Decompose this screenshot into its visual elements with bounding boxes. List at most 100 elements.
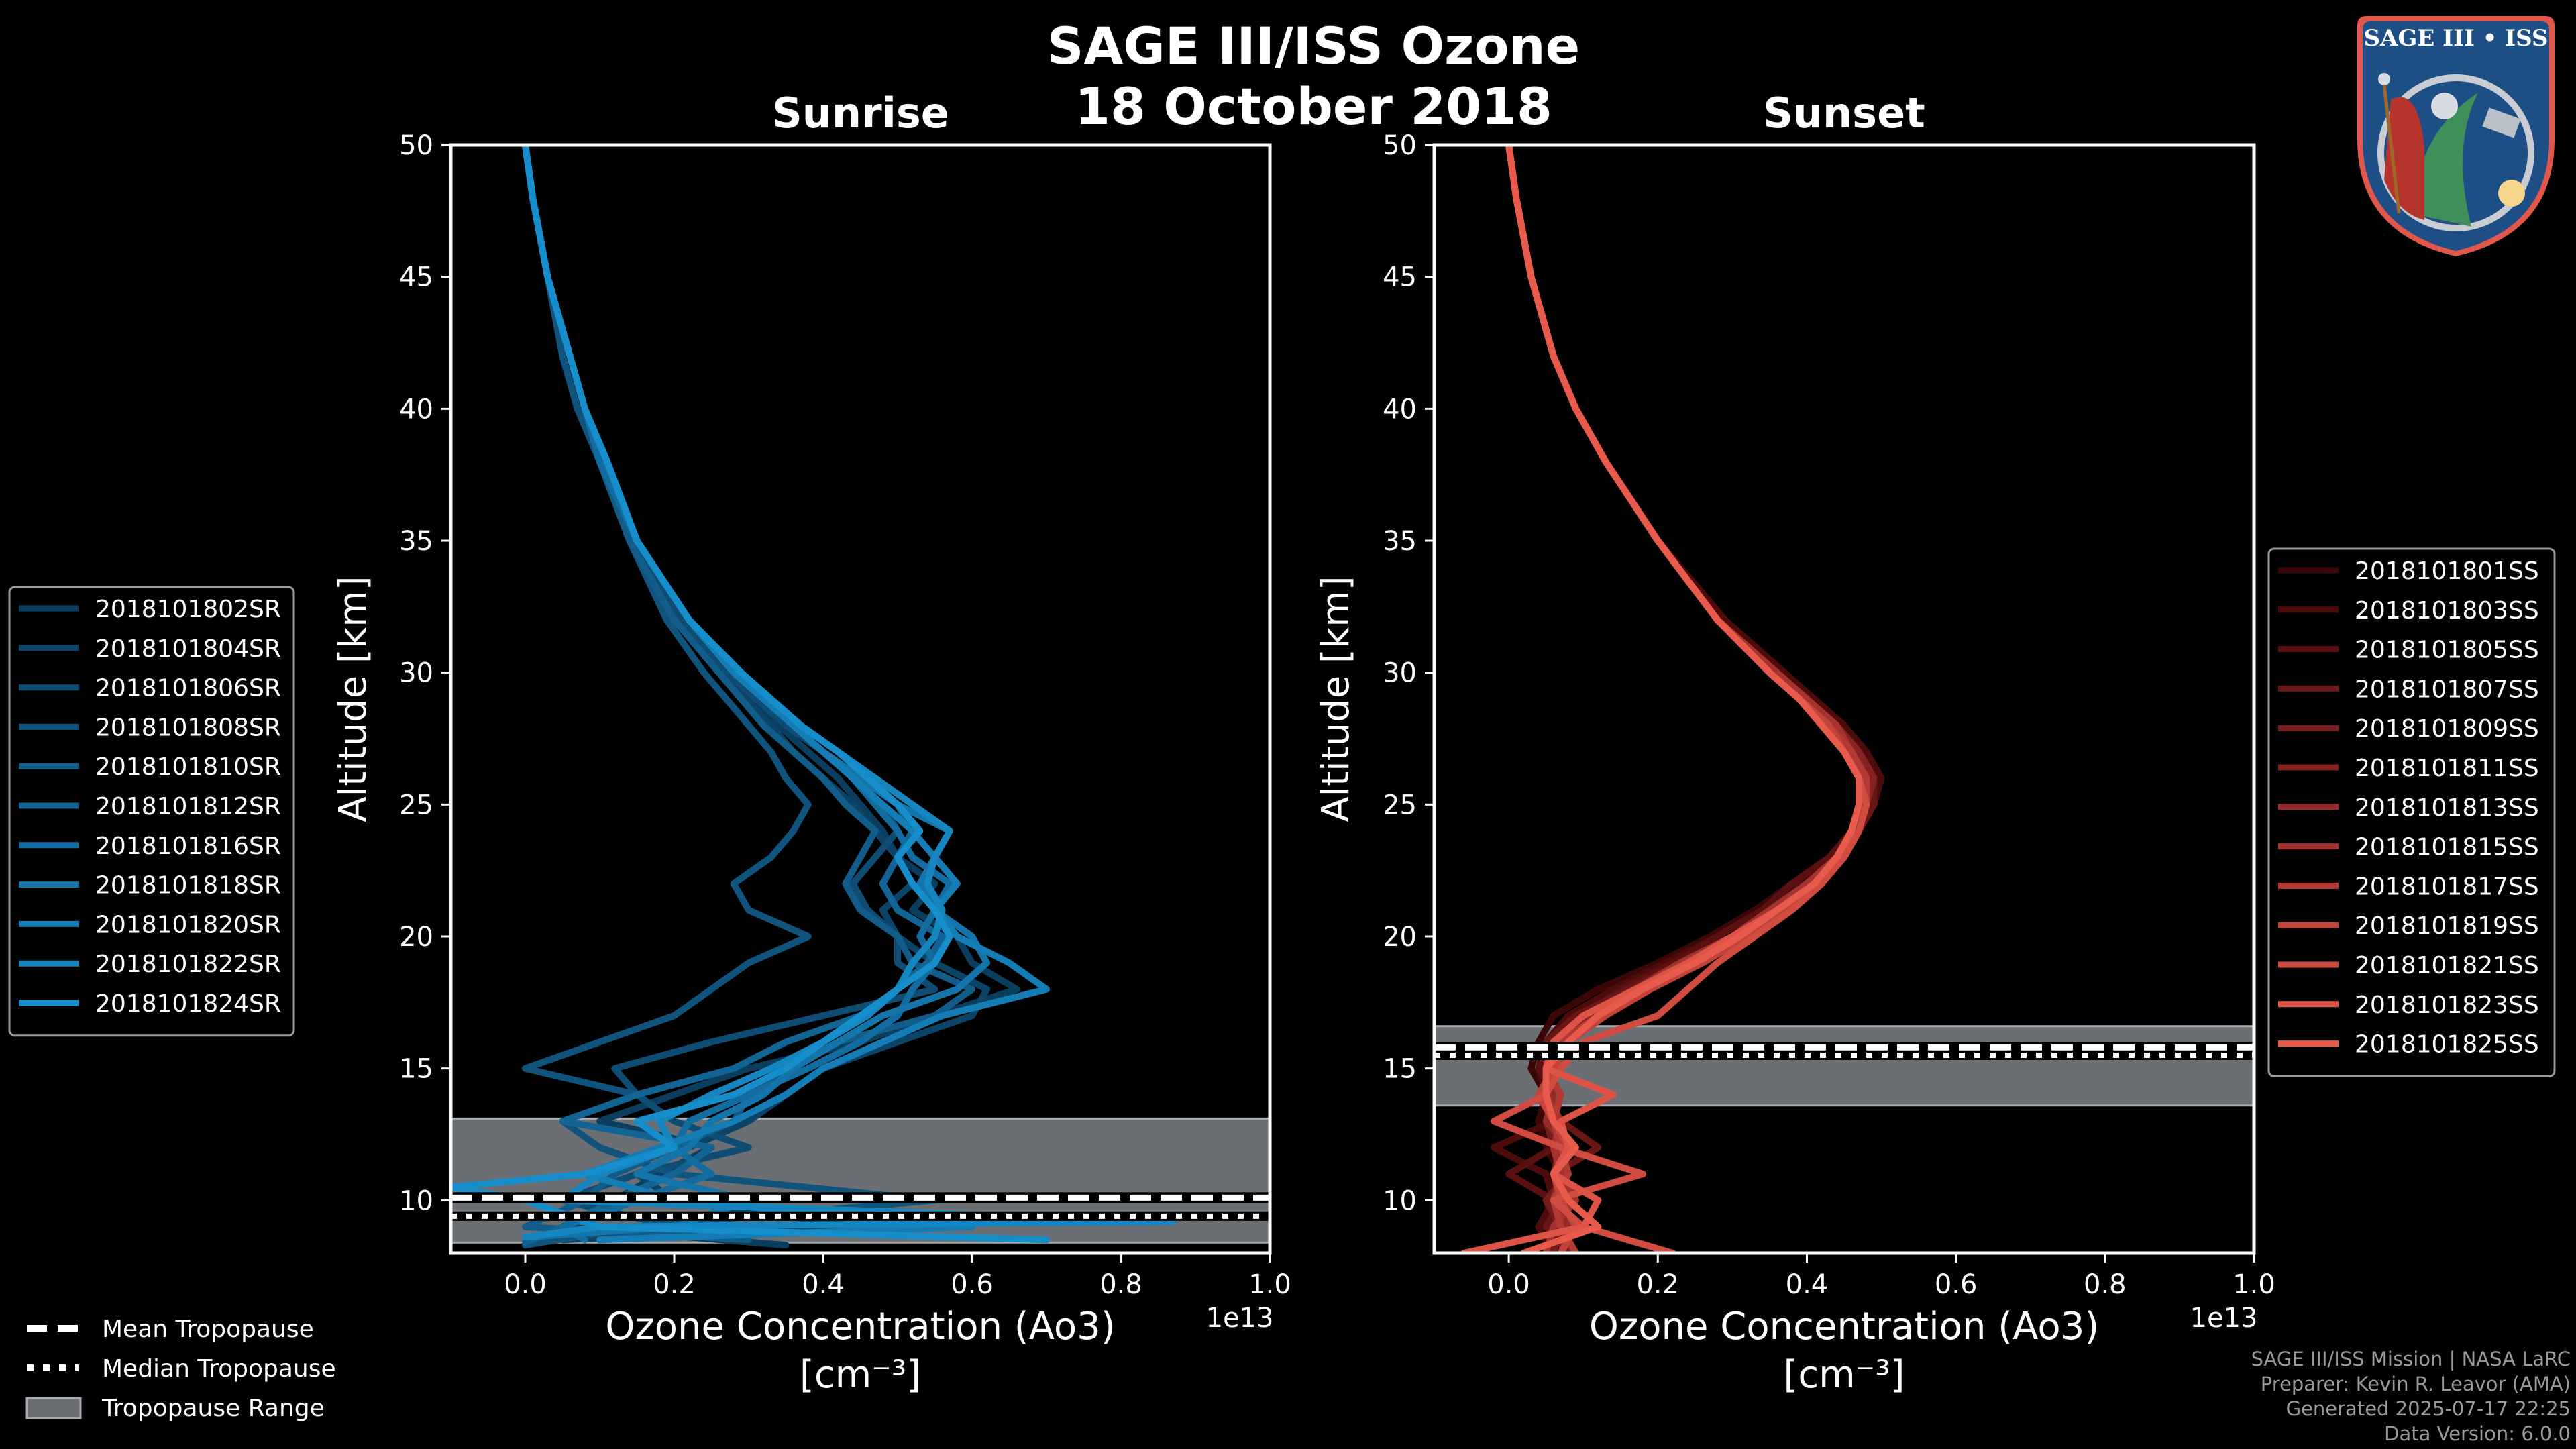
figure-subtitle: 18 October 2018 — [1075, 76, 1552, 136]
y-tick-label: 30 — [1383, 658, 1417, 689]
legend-label: 2018101803SS — [2355, 597, 2539, 625]
profile-line-2018101825SS — [1505, 145, 1863, 1253]
legend-label: 2018101819SS — [2355, 912, 2539, 940]
tropopause-legend: Mean Tropopause Median Tropopause Tropopau… — [25, 1316, 336, 1422]
sage-iii-iss-mission-logo: SAGE III • ISS — [2357, 16, 2555, 256]
x-tick-label: 1.0 — [2233, 1269, 2275, 1300]
x-offset-label: 1e13 — [1206, 1303, 1274, 1334]
x-tick-label: 0.2 — [653, 1269, 696, 1300]
y-tick-label: 35 — [1383, 526, 1417, 557]
sun-icon — [2498, 180, 2525, 207]
legend-box — [2267, 547, 2556, 1077]
x-tick-label: 0.4 — [1786, 1269, 1829, 1300]
y-tick-label: 20 — [399, 922, 433, 953]
legend-label: 2018101821SS — [2355, 952, 2539, 979]
legend-label: 2018101820SR — [95, 911, 281, 938]
x-tick-label: 0.6 — [951, 1269, 994, 1300]
legend-label: 2018101811SS — [2355, 755, 2539, 782]
x-offset-label: 1e13 — [2190, 1303, 2258, 1334]
y-tick-label: 10 — [399, 1185, 433, 1216]
legend-label: 2018101815SS — [2355, 834, 2539, 861]
legend-label: 2018101805SS — [2355, 637, 2539, 664]
legend-label: 2018101801SS — [2355, 557, 2539, 585]
y-tick-label: 25 — [399, 790, 433, 820]
iss-icon — [2482, 107, 2521, 138]
y-tick-label: 15 — [399, 1054, 433, 1085]
y-tick-label: 25 — [1383, 790, 1417, 820]
legend-label: 2018101817SS — [2355, 873, 2539, 900]
y-axis-label: Altitude [km] — [1314, 576, 1358, 822]
profile-line-2018101824SR — [451, 145, 1050, 1244]
earth-icon — [2411, 93, 2478, 227]
x-tick-label: 0.2 — [1636, 1269, 1679, 1300]
sunset-axes-frame — [1432, 143, 2256, 1255]
legend-label: 2018101822SR — [95, 951, 281, 978]
y-tick-label: 20 — [1383, 922, 1417, 953]
x-axis-units: [cm⁻³] — [1783, 1353, 1904, 1397]
x-axis-label: Ozone Concentration (Ao3) — [605, 1305, 1115, 1348]
legend-label: 2018101812SR — [95, 793, 281, 820]
y-tick-label: 35 — [399, 526, 433, 557]
legend-label: 2018101813SS — [2355, 794, 2539, 822]
credit-line-preparer: Preparer: Kevin R. Leavor (AMA) — [2261, 1373, 2571, 1395]
logo-ring — [2377, 74, 2534, 231]
legend-label: 2018101808SR — [95, 714, 281, 741]
wizard-figure — [2384, 97, 2424, 220]
staff-orb — [2378, 73, 2390, 85]
x-axis-label: Ozone Concentration (Ao3) — [1589, 1305, 2099, 1348]
legend-label: 2018101809SS — [2355, 715, 2539, 743]
legend-label: 2018101824SR — [95, 990, 281, 1018]
credit-line-mission: SAGE III/ISS Mission | NASA LaRC — [2251, 1348, 2571, 1371]
y-tick-label: 40 — [1383, 394, 1417, 425]
moon-icon — [2431, 93, 2458, 119]
x-tick-label: 0.0 — [504, 1269, 547, 1300]
tropopause-legend-label: Tropopause Range — [101, 1395, 325, 1422]
sunset-legend: 2018101801SS 2018101803SS 2018101805SS 2018… — [2267, 547, 2556, 1077]
legend-label: 2018101818SR — [95, 872, 281, 900]
legend-label: 2018101810SR — [95, 753, 281, 781]
y-tick-label: 45 — [399, 262, 433, 293]
sunset-plot-area — [1434, 145, 2254, 1253]
tropopause-legend-label: Median Tropopause — [102, 1355, 336, 1383]
y-tick-label: 30 — [399, 658, 433, 689]
x-tick-label: 0.0 — [1487, 1269, 1530, 1300]
legend-label: 2018101802SR — [95, 596, 281, 623]
y-tick-label: 45 — [1383, 262, 1417, 293]
profile-line-2018101808SR — [522, 145, 938, 1249]
sunrise-legend: 2018101802SR 2018101804SR 2018101806SR 2018… — [8, 586, 295, 1037]
sunrise-plot-area — [451, 145, 1270, 1249]
y-tick-label: 50 — [399, 130, 433, 161]
credit-line-generated: Generated 2025-07-17 22:25 — [2286, 1397, 2571, 1420]
y-axis-label: Altitude [km] — [331, 576, 375, 822]
x-axis-units: [cm⁻³] — [800, 1353, 921, 1397]
x-tick-label: 0.6 — [1935, 1269, 1978, 1300]
x-tick-label: 0.8 — [1099, 1269, 1142, 1300]
sunset-title: Sunset — [1763, 89, 1925, 138]
sunrise-title: Sunrise — [772, 89, 949, 138]
sunrise-axes-frame — [449, 143, 1272, 1255]
credit-line-version: Data Version: 6.0.0 — [2384, 1422, 2571, 1445]
y-tick-label: 50 — [1383, 130, 1417, 161]
staff — [2382, 84, 2401, 214]
y-tick-label: 40 — [399, 394, 433, 425]
logo-title: SAGE III • ISS — [2363, 25, 2548, 52]
tropopause-legend-label: Mean Tropopause — [102, 1316, 314, 1343]
x-tick-label: 1.0 — [1248, 1269, 1291, 1300]
legend-label: 2018101806SR — [95, 675, 281, 702]
figure-title: SAGE III/ISS Ozone — [1047, 16, 1580, 76]
tropopause-range-swatch — [25, 1397, 82, 1419]
legend-label: 2018101825SS — [2355, 1031, 2539, 1059]
legend-label: 2018101807SS — [2355, 676, 2539, 703]
x-tick-label: 0.4 — [802, 1269, 845, 1300]
legend-label: 2018101816SR — [95, 833, 281, 860]
y-tick-label: 15 — [1383, 1054, 1417, 1085]
legend-label: 2018101804SR — [95, 635, 281, 663]
x-tick-label: 0.8 — [2084, 1269, 2127, 1300]
y-tick-label: 10 — [1383, 1185, 1417, 1216]
legend-label: 2018101823SS — [2355, 991, 2539, 1019]
credits: SAGE III/ISS Mission | NASA LaRC Prepare… — [2251, 1348, 2571, 1445]
legend-box — [8, 586, 295, 1037]
